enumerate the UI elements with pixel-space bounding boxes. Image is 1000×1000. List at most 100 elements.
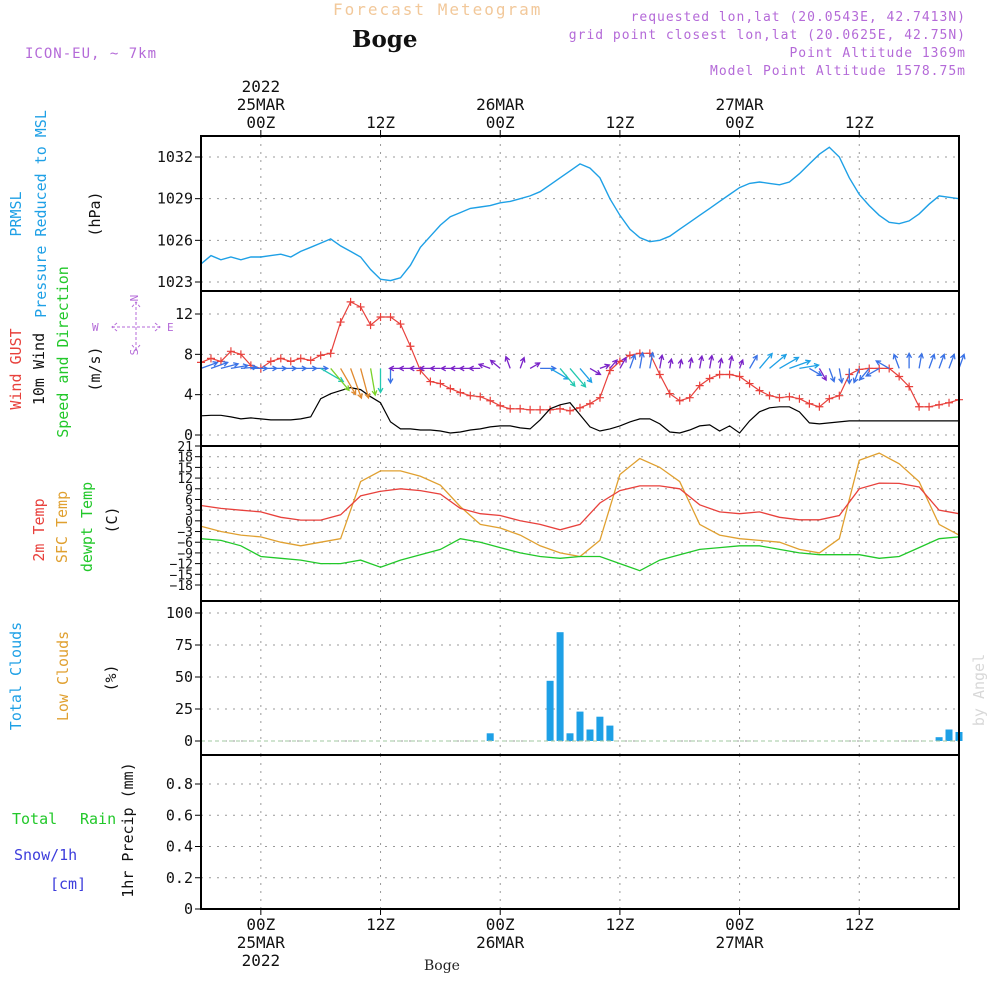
ytick-label: 1026 (157, 231, 193, 249)
ylabel-prmsl: PRMSL (7, 191, 25, 236)
date-top-label: 25MAR (237, 95, 286, 114)
gust-marker (236, 350, 245, 359)
wind-arrow (418, 365, 431, 372)
wind-arrow (599, 363, 611, 370)
gust-marker (695, 381, 704, 390)
wind-arrow (948, 353, 956, 369)
gust-marker (705, 374, 714, 383)
xtick-bottom-label: 00Z (725, 915, 754, 934)
ylabel-ms: (m/s) (86, 346, 104, 391)
wind-arrow (569, 367, 587, 388)
ylabel-2m-temp: 2m Temp (30, 498, 48, 561)
cloud-bar (576, 711, 584, 741)
wind-arrow (579, 367, 593, 384)
gust-marker (506, 404, 515, 413)
ytick-label: 21 (177, 440, 193, 455)
ytick-label: 0 (184, 732, 193, 750)
panel-frame-pressure (200, 135, 960, 292)
wind-arrow (349, 368, 363, 400)
ytick-label: 0 (184, 900, 193, 918)
legend-rain: Rain (80, 810, 116, 828)
text-layer: 102310261029103204812−18−15−12−9−6−30369… (7, 77, 988, 970)
watermark: by Angel (970, 654, 988, 726)
ytick-label: 12 (175, 305, 193, 323)
gust-marker (396, 320, 405, 329)
wind-arrow (589, 367, 602, 376)
ytick-label: 4 (184, 386, 193, 404)
wind-arrow (875, 360, 890, 369)
wind-arrow (698, 354, 705, 369)
series-10m-wind (200, 386, 959, 434)
year-top-label: 2022 (242, 77, 281, 96)
windrose-n: N (128, 295, 141, 302)
wind-arrow (629, 353, 637, 369)
wind-arrow (529, 362, 541, 369)
wind-arrow (938, 353, 946, 369)
gust-marker (386, 313, 395, 322)
ytick-label: 18 (177, 451, 193, 466)
gust-marker (905, 382, 914, 391)
gust-marker (795, 394, 804, 403)
wind-arrow (377, 368, 384, 394)
xtick-bottom-label: 12Z (366, 915, 395, 934)
wind-arrow (638, 351, 645, 369)
ytick-label: 75 (175, 636, 193, 654)
legend-snow-unit: [cm] (50, 875, 86, 893)
wind-arrow (340, 368, 357, 396)
gust-marker (566, 406, 575, 415)
gust-marker (655, 370, 664, 379)
wind-arrow (717, 357, 724, 369)
gust-marker (436, 379, 445, 388)
gust-marker (915, 402, 924, 411)
gust-marker (206, 354, 215, 363)
gust-marker (765, 391, 774, 400)
wind-arrow (809, 367, 823, 377)
wind-arrow (467, 365, 481, 372)
ylabel-celsius: (C) (103, 506, 121, 533)
ytick-label: −9 (177, 547, 193, 562)
ytick-label: 6 (185, 493, 193, 508)
windrose-s: S (128, 349, 141, 356)
wind-arrow (477, 362, 491, 370)
gust-marker (885, 364, 894, 373)
gust-marker (496, 401, 505, 410)
legend-total: Total (12, 810, 57, 828)
gust-marker (715, 370, 724, 379)
gust-marker (725, 370, 734, 379)
series-sfc-temp (200, 452, 960, 558)
gust-marker (785, 392, 794, 401)
gust-marker (486, 396, 495, 405)
ylabel-total-clouds: Total Clouds (7, 622, 25, 730)
gust-marker (476, 392, 485, 401)
wind-arrow (330, 367, 350, 392)
gust-marker (595, 393, 604, 402)
ytick-label: 0.2 (166, 869, 193, 887)
gust-marker (556, 404, 565, 413)
gust-marker (625, 351, 634, 360)
gust-marker (945, 398, 954, 407)
gust-marker (895, 372, 904, 381)
legend-snow: Snow/1h (14, 846, 77, 864)
gridpoint-coords: grid point closest lon,lat (20.0625E, 42… (568, 28, 966, 43)
date-bottom-label: 27MAR (715, 933, 764, 952)
ytick-label: 1029 (157, 190, 193, 208)
ytick-label: 50 (175, 668, 193, 686)
gust-marker (685, 393, 694, 402)
cloud-bar (566, 733, 574, 741)
gust-marker (426, 377, 435, 386)
cloud-bar (945, 729, 953, 741)
wind-arrow (429, 365, 441, 372)
gust-marker (745, 379, 754, 388)
ytick-label: 3 (185, 504, 193, 519)
gust-marker (536, 405, 545, 414)
ytick-label: −12 (170, 558, 193, 573)
ylabel-wind-gust: Wind GUST (7, 328, 25, 409)
wind-arrow (359, 368, 371, 400)
location-title: Boge (352, 26, 418, 53)
gust-marker (226, 347, 235, 356)
wind-arrow (828, 368, 836, 383)
gust-marker (576, 403, 584, 412)
wind-arrow (609, 358, 618, 369)
xtick-bottom-label: 00Z (246, 915, 275, 934)
